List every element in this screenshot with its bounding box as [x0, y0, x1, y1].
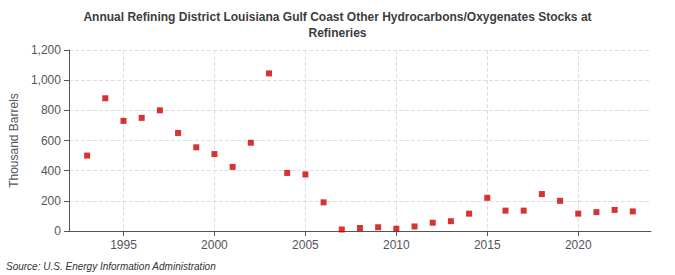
svg-text:Source: U.S. Energy Informatio: Source: U.S. Energy Information Administ… — [6, 261, 216, 272]
svg-text:2015: 2015 — [474, 238, 501, 252]
svg-text:2020: 2020 — [565, 238, 592, 252]
svg-text:1,200: 1,200 — [31, 43, 61, 57]
svg-text:Annual Refining District Louis: Annual Refining District Louisiana Gulf … — [83, 10, 591, 24]
svg-text:Refineries: Refineries — [308, 26, 366, 40]
svg-text:Thousand Barrels: Thousand Barrels — [7, 93, 21, 188]
svg-text:2000: 2000 — [201, 238, 228, 252]
svg-text:1,000: 1,000 — [31, 73, 61, 87]
svg-text:1995: 1995 — [110, 238, 137, 252]
svg-text:600: 600 — [41, 134, 61, 148]
svg-text:400: 400 — [41, 164, 61, 178]
svg-text:200: 200 — [41, 194, 61, 208]
svg-text:2005: 2005 — [292, 238, 319, 252]
svg-text:2010: 2010 — [383, 238, 410, 252]
svg-text:0: 0 — [54, 224, 61, 238]
svg-text:800: 800 — [41, 103, 61, 117]
